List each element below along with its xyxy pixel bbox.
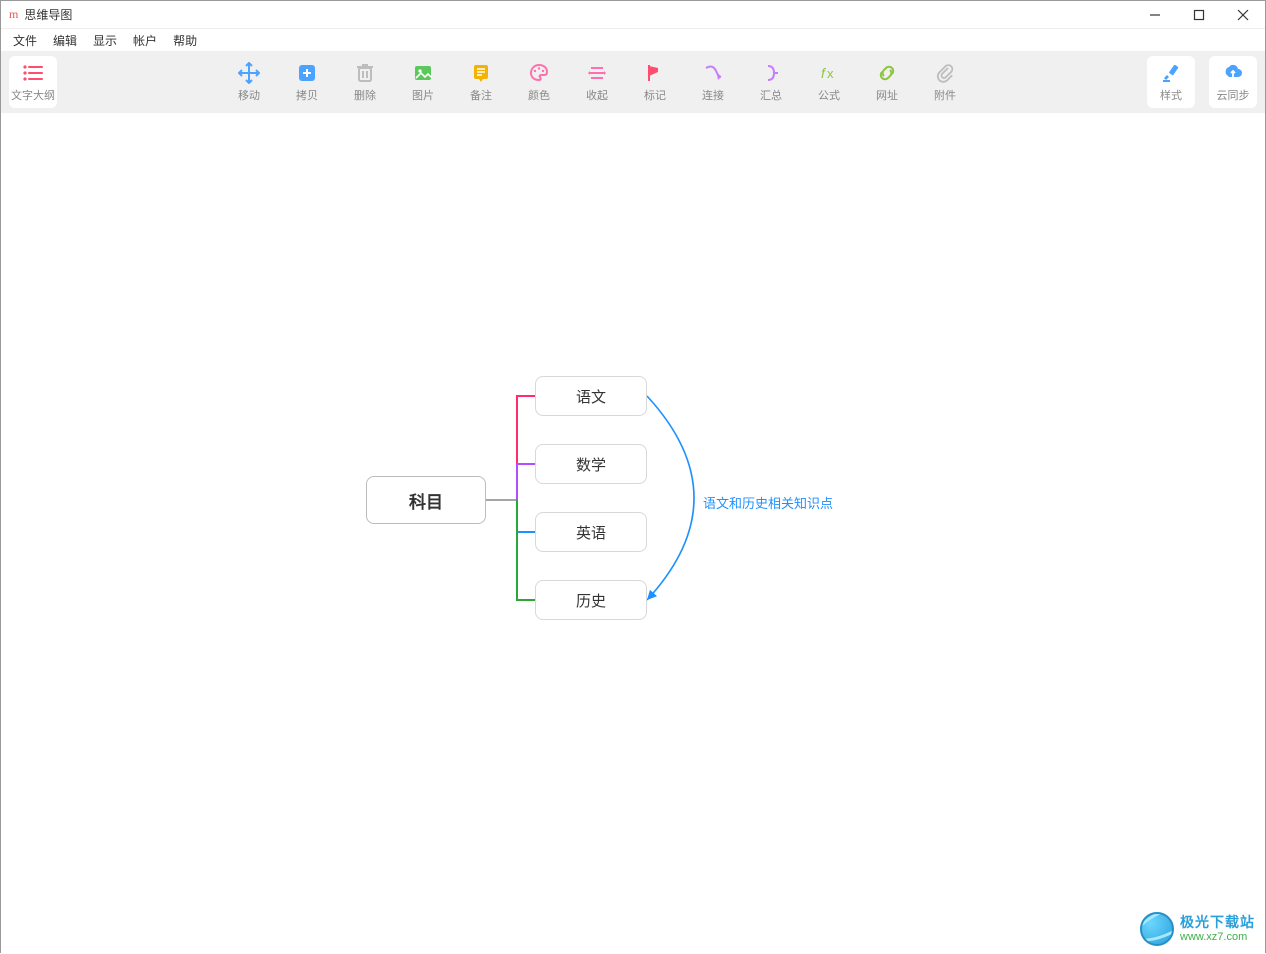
url-label: 网址 bbox=[876, 87, 898, 103]
mark-button[interactable]: 标记 bbox=[631, 56, 679, 108]
summary-label: 汇总 bbox=[760, 87, 782, 103]
menu-edit[interactable]: 编辑 bbox=[45, 32, 85, 49]
collapse-button[interactable]: 收起 bbox=[573, 56, 621, 108]
delete-icon bbox=[353, 61, 377, 85]
connect-button[interactable]: 连接 bbox=[689, 56, 737, 108]
copy-button[interactable]: 拷贝 bbox=[283, 56, 331, 108]
relation-label: 语文和历史相关知识点 bbox=[703, 493, 833, 512]
copy-icon bbox=[295, 61, 319, 85]
watermark-title: 极光下载站 bbox=[1180, 915, 1255, 930]
note-label: 备注 bbox=[470, 87, 492, 103]
note-button[interactable]: 备注 bbox=[457, 56, 505, 108]
mindmap-child-2[interactable]: 英语 bbox=[535, 512, 647, 552]
maximize-button[interactable] bbox=[1177, 1, 1221, 29]
style-icon bbox=[1159, 61, 1183, 85]
titlebar: m 思维导图 bbox=[1, 1, 1265, 29]
toolbar: 文字大纲 移动 拷贝 删除 图片 备注 颜色 收起 标记 连接 汇总 fx 公式 网址 附件 样式 云同步 bbox=[1, 51, 1265, 113]
color-button[interactable]: 颜色 bbox=[515, 56, 563, 108]
window-title: 思维导图 bbox=[24, 6, 72, 23]
delete-label: 删除 bbox=[354, 87, 376, 103]
sync-icon bbox=[1221, 61, 1245, 85]
sync-button[interactable]: 云同步 bbox=[1209, 56, 1257, 108]
canvas[interactable]: 科目 语文数学英语历史 语文和历史相关知识点 极光下载站 www.xz7.com bbox=[1, 113, 1265, 954]
move-button[interactable]: 移动 bbox=[225, 56, 273, 108]
mark-icon bbox=[643, 61, 667, 85]
list-icon bbox=[21, 61, 45, 85]
menubar: 文件 编辑 显示 帐户 帮助 bbox=[1, 29, 1265, 51]
image-label: 图片 bbox=[412, 87, 434, 103]
app-icon: m bbox=[9, 7, 18, 22]
style-label: 样式 bbox=[1160, 87, 1182, 103]
url-button[interactable]: 网址 bbox=[863, 56, 911, 108]
mindmap-child-1[interactable]: 数学 bbox=[535, 444, 647, 484]
menu-file[interactable]: 文件 bbox=[5, 32, 45, 49]
move-label: 移动 bbox=[238, 87, 260, 103]
svg-text:x: x bbox=[827, 66, 834, 81]
watermark: 极光下载站 www.xz7.com bbox=[1140, 912, 1255, 946]
color-icon bbox=[527, 61, 551, 85]
collapse-label: 收起 bbox=[586, 87, 608, 103]
delete-button[interactable]: 删除 bbox=[341, 56, 389, 108]
image-button[interactable]: 图片 bbox=[399, 56, 447, 108]
mindmap-child-3[interactable]: 历史 bbox=[535, 580, 647, 620]
mindmap-child-0[interactable]: 语文 bbox=[535, 376, 647, 416]
formula-icon: fx bbox=[817, 61, 841, 85]
globe-icon bbox=[1140, 912, 1174, 946]
watermark-url: www.xz7.com bbox=[1180, 931, 1255, 943]
formula-label: 公式 bbox=[818, 87, 840, 103]
close-button[interactable] bbox=[1221, 1, 1265, 29]
color-label: 颜色 bbox=[528, 87, 550, 103]
note-icon bbox=[469, 61, 493, 85]
attach-button[interactable]: 附件 bbox=[921, 56, 969, 108]
outline-label: 文字大纲 bbox=[11, 87, 55, 103]
summary-icon bbox=[759, 61, 783, 85]
attach-label: 附件 bbox=[934, 87, 956, 103]
sync-label: 云同步 bbox=[1217, 87, 1250, 103]
image-icon bbox=[411, 61, 435, 85]
summary-button[interactable]: 汇总 bbox=[747, 56, 795, 108]
move-icon bbox=[237, 61, 261, 85]
connect-icon bbox=[701, 61, 725, 85]
menu-help[interactable]: 帮助 bbox=[165, 32, 205, 49]
connect-label: 连接 bbox=[702, 87, 724, 103]
copy-label: 拷贝 bbox=[296, 87, 318, 103]
url-icon bbox=[875, 61, 899, 85]
collapse-icon bbox=[585, 61, 609, 85]
formula-button[interactable]: fx 公式 bbox=[805, 56, 853, 108]
mindmap-root[interactable]: 科目 bbox=[366, 476, 486, 524]
menu-account[interactable]: 帐户 bbox=[125, 32, 165, 49]
style-button[interactable]: 样式 bbox=[1147, 56, 1195, 108]
attach-icon bbox=[933, 61, 957, 85]
menu-view[interactable]: 显示 bbox=[85, 32, 125, 49]
mark-label: 标记 bbox=[644, 87, 666, 103]
outline-button[interactable]: 文字大纲 bbox=[9, 56, 57, 108]
minimize-button[interactable] bbox=[1133, 1, 1177, 29]
